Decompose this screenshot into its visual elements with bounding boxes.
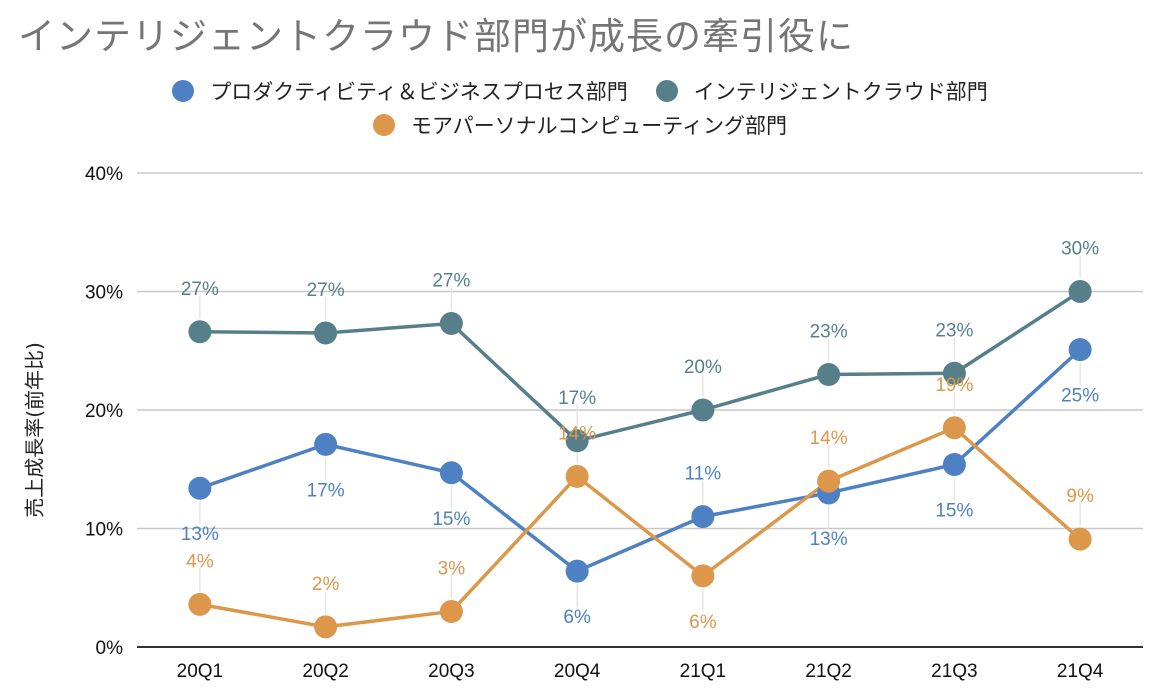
data-point-marker xyxy=(314,615,338,639)
data-label: 25% xyxy=(1061,386,1099,407)
data-label: 27% xyxy=(181,279,219,300)
data-point-marker xyxy=(942,416,966,440)
legend-row-2: モアパーソナルコンピューティング部門 xyxy=(0,110,1160,140)
x-tick-label: 20Q2 xyxy=(302,661,348,682)
legend-marker-icon xyxy=(655,80,678,102)
data-label: 15% xyxy=(935,501,973,522)
data-point-marker xyxy=(439,311,463,335)
data-label: 15% xyxy=(432,509,470,530)
data-point-marker xyxy=(1068,527,1092,551)
data-point-marker xyxy=(691,398,715,422)
data-label: 27% xyxy=(432,270,470,291)
data-label: 2% xyxy=(312,574,340,595)
data-label: 23% xyxy=(810,321,848,342)
data-label: 23% xyxy=(935,320,973,341)
data-point-marker xyxy=(942,453,966,477)
data-point-marker xyxy=(565,464,589,488)
legend-marker-icon xyxy=(172,80,195,102)
legend-item-personal-computing[interactable]: モアパーソナルコンピューティング部門 xyxy=(373,110,787,140)
legend-marker-icon xyxy=(373,114,396,136)
data-label: 30% xyxy=(1061,239,1099,260)
data-label: 13% xyxy=(810,529,848,550)
data-point-marker xyxy=(691,505,715,529)
legend-item-intelligent-cloud[interactable]: インテリジェントクラウド部門 xyxy=(655,76,988,106)
data-label: 27% xyxy=(307,280,345,301)
x-tick-label: 21Q3 xyxy=(931,661,977,682)
x-tick-label: 21Q1 xyxy=(680,661,726,682)
legend-label: インテリジェントクラウド部門 xyxy=(693,80,988,104)
data-label: 11% xyxy=(685,464,722,485)
data-point-marker xyxy=(439,461,463,485)
data-label: 17% xyxy=(307,480,345,501)
data-point-marker xyxy=(188,320,212,344)
data-point-marker xyxy=(188,592,212,616)
legend-row-1: プロダクティビティ＆ビジネスプロセス部門 インテリジェントクラウド部門 xyxy=(0,76,1160,106)
series-line-0 xyxy=(199,348,1082,573)
data-label: 4% xyxy=(186,551,214,572)
y-tick-label: 10% xyxy=(85,520,123,541)
x-tick-label: 20Q4 xyxy=(554,661,601,682)
y-tick-label: 40% xyxy=(85,164,123,185)
data-label: 9% xyxy=(1066,486,1094,507)
data-point-marker xyxy=(188,476,212,500)
data-point-marker xyxy=(942,361,966,385)
x-tick-label: 21Q4 xyxy=(1057,661,1104,682)
y-tick-label: 0% xyxy=(96,638,124,659)
chart-title: インテリジェントクラウド部門が成長の牽引役に xyxy=(18,15,854,58)
data-label: 20% xyxy=(684,357,722,378)
y-tick-label: 20% xyxy=(85,401,123,422)
x-tick-label: 20Q3 xyxy=(428,661,474,682)
data-point-marker xyxy=(1068,338,1092,362)
legend-label: モアパーソナルコンピューティング部門 xyxy=(411,114,787,138)
data-label: 19% xyxy=(935,375,973,396)
data-point-marker xyxy=(1068,280,1092,303)
legend-label: プロダクティビティ＆ビジネスプロセス部門 xyxy=(210,80,628,104)
data-label: 17% xyxy=(558,388,596,409)
data-point-marker xyxy=(691,564,715,588)
data-point-marker xyxy=(314,432,338,456)
data-point-marker xyxy=(565,429,589,453)
data-label: 6% xyxy=(689,612,717,633)
data-label: 3% xyxy=(438,558,466,579)
series-line-2 xyxy=(199,426,1082,629)
y-tick-label: 30% xyxy=(85,283,123,304)
series-line-1 xyxy=(199,290,1082,443)
data-point-marker xyxy=(439,599,463,623)
data-point-marker xyxy=(817,362,841,386)
data-label: 6% xyxy=(563,607,591,628)
data-point-marker xyxy=(565,559,589,583)
data-point-marker xyxy=(314,321,338,345)
data-point-marker xyxy=(817,469,841,493)
legend-item-productivity[interactable]: プロダクティビティ＆ビジネスプロセス部門 xyxy=(172,76,628,106)
data-label: 13% xyxy=(181,524,219,545)
x-tick-label: 21Q2 xyxy=(805,661,851,682)
data-label: 14% xyxy=(558,423,596,444)
data-label: 14% xyxy=(810,428,848,449)
x-tick-label: 20Q1 xyxy=(177,661,223,682)
